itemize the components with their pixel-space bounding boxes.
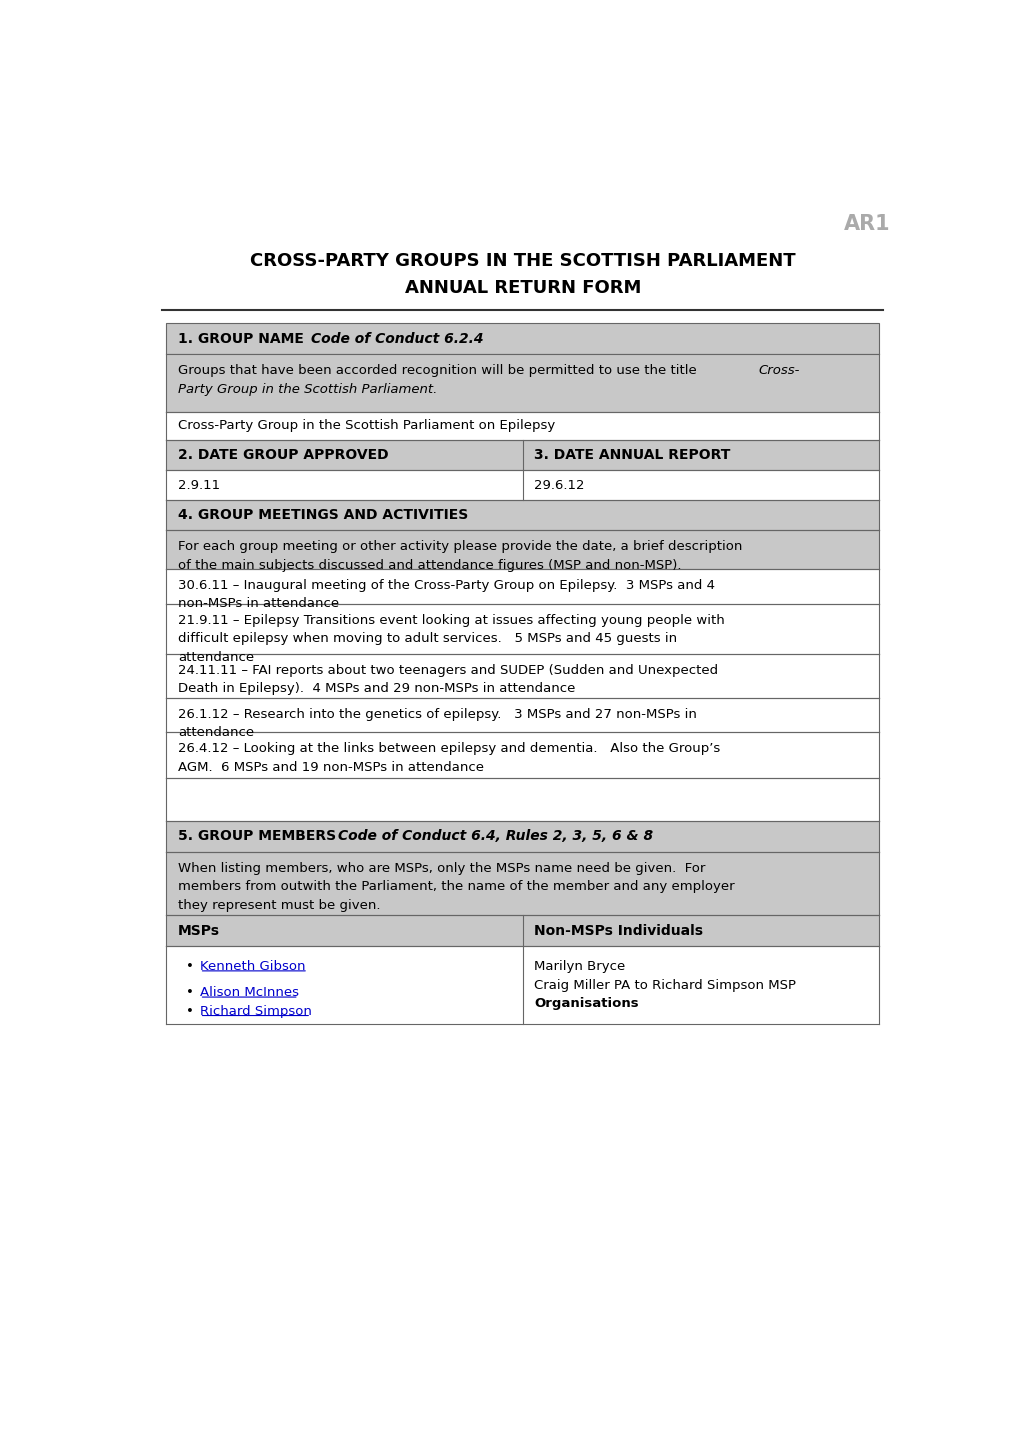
Text: members from outwith the Parliament, the name of the member and any employer: members from outwith the Parliament, the…	[177, 880, 734, 893]
Bar	[166, 851, 878, 915]
Text: 29.6.12: 29.6.12	[534, 479, 584, 492]
Text: Organisations: Organisations	[534, 997, 638, 1010]
Bar	[166, 732, 878, 778]
Text: 2. DATE GROUP APPROVED: 2. DATE GROUP APPROVED	[177, 447, 388, 462]
Text: attendance: attendance	[177, 651, 254, 664]
Text: Party Group in the Scottish Parliament.: Party Group in the Scottish Parliament.	[177, 382, 437, 395]
Text: of the main subjects discussed and attendance figures (MSP and non-MSP).: of the main subjects discussed and atten…	[177, 558, 681, 571]
Bar	[166, 915, 878, 947]
Text: Craig Miller PA to Richard Simpson MSP: Craig Miller PA to Richard Simpson MSP	[534, 978, 796, 991]
Text: •: •	[185, 1004, 194, 1017]
Bar	[166, 470, 878, 501]
Text: Code of Conduct 6.2.4: Code of Conduct 6.2.4	[311, 332, 483, 346]
Text: 5. GROUP MEMBERS: 5. GROUP MEMBERS	[177, 830, 340, 843]
Bar	[166, 323, 878, 354]
Text: When listing members, who are MSPs, only the MSPs name need be given.  For: When listing members, who are MSPs, only…	[177, 861, 704, 874]
Text: Non-MSPs Individuals: Non-MSPs Individuals	[534, 924, 703, 938]
Text: CROSS-PARTY GROUPS IN THE SCOTTISH PARLIAMENT: CROSS-PARTY GROUPS IN THE SCOTTISH PARLI…	[250, 253, 795, 270]
Text: AR1: AR1	[844, 214, 890, 234]
Bar	[166, 569, 878, 603]
Bar	[166, 501, 878, 531]
Bar	[166, 603, 878, 654]
Text: 24.11.11 – FAI reports about two teenagers and SUDEP (Sudden and Unexpected: 24.11.11 – FAI reports about two teenage…	[177, 664, 717, 677]
Bar	[166, 354, 878, 411]
Text: •: •	[185, 986, 194, 1000]
Text: Marilyn Bryce: Marilyn Bryce	[534, 960, 625, 973]
Text: 2.9.11: 2.9.11	[177, 479, 220, 492]
Text: 30.6.11 – Inaugural meeting of the Cross-Party Group on Epilepsy.  3 MSPs and 4: 30.6.11 – Inaugural meeting of the Cross…	[177, 579, 714, 592]
Text: AGM.  6 MSPs and 19 non-MSPs in attendance: AGM. 6 MSPs and 19 non-MSPs in attendanc…	[177, 760, 483, 773]
Bar	[166, 654, 878, 697]
Text: Kenneth Gibson: Kenneth Gibson	[200, 960, 305, 973]
Text: Groups that have been accorded recognition will be permitted to use the title: Groups that have been accorded recogniti…	[177, 364, 700, 377]
Text: attendance: attendance	[177, 726, 254, 739]
Text: non-MSPs in attendance: non-MSPs in attendance	[177, 597, 338, 610]
Bar	[166, 323, 878, 354]
Text: 26.4.12 – Looking at the links between epilepsy and dementia.   Also the Group’s: 26.4.12 – Looking at the links between e…	[177, 742, 719, 755]
Text: •: •	[185, 960, 194, 973]
Text: Code of Conduct 6.4, Rules 2, 3, 5, 6 & 8: Code of Conduct 6.4, Rules 2, 3, 5, 6 & …	[338, 830, 653, 843]
Bar	[166, 411, 878, 440]
Text: 1. GROUP NAME: 1. GROUP NAME	[177, 332, 309, 346]
Bar	[166, 821, 878, 851]
Bar	[166, 531, 878, 569]
Text: Death in Epilepsy).  4 MSPs and 29 non-MSPs in attendance: Death in Epilepsy). 4 MSPs and 29 non-MS…	[177, 683, 575, 696]
Bar	[166, 697, 878, 732]
Text: MSPs: MSPs	[177, 924, 220, 938]
Text: ANNUAL RETURN FORM: ANNUAL RETURN FORM	[405, 280, 640, 297]
Text: For each group meeting or other activity please provide the date, a brief descri: For each group meeting or other activity…	[177, 541, 742, 554]
Text: Alison McInnes: Alison McInnes	[200, 986, 299, 1000]
Text: 26.1.12 – Research into the genetics of epilepsy.   3 MSPs and 27 non-MSPs in: 26.1.12 – Research into the genetics of …	[177, 707, 696, 720]
Text: 21.9.11 – Epilepsy Transitions event looking at issues affecting young people wi: 21.9.11 – Epilepsy Transitions event loo…	[177, 613, 723, 626]
Text: Cross-: Cross-	[757, 364, 799, 377]
Text: Cross-Party Group in the Scottish Parliament on Epilepsy: Cross-Party Group in the Scottish Parlia…	[177, 420, 554, 433]
Text: they represent must be given.: they represent must be given.	[177, 899, 380, 912]
Text: 3. DATE ANNUAL REPORT: 3. DATE ANNUAL REPORT	[534, 447, 730, 462]
Text: difficult epilepsy when moving to adult services.   5 MSPs and 45 guests in: difficult epilepsy when moving to adult …	[177, 632, 677, 645]
Text: Richard Simpson: Richard Simpson	[200, 1004, 311, 1017]
Bar	[166, 440, 878, 470]
Bar	[166, 778, 878, 821]
Text: 4. GROUP MEETINGS AND ACTIVITIES: 4. GROUP MEETINGS AND ACTIVITIES	[177, 508, 468, 522]
Bar	[166, 947, 878, 1025]
